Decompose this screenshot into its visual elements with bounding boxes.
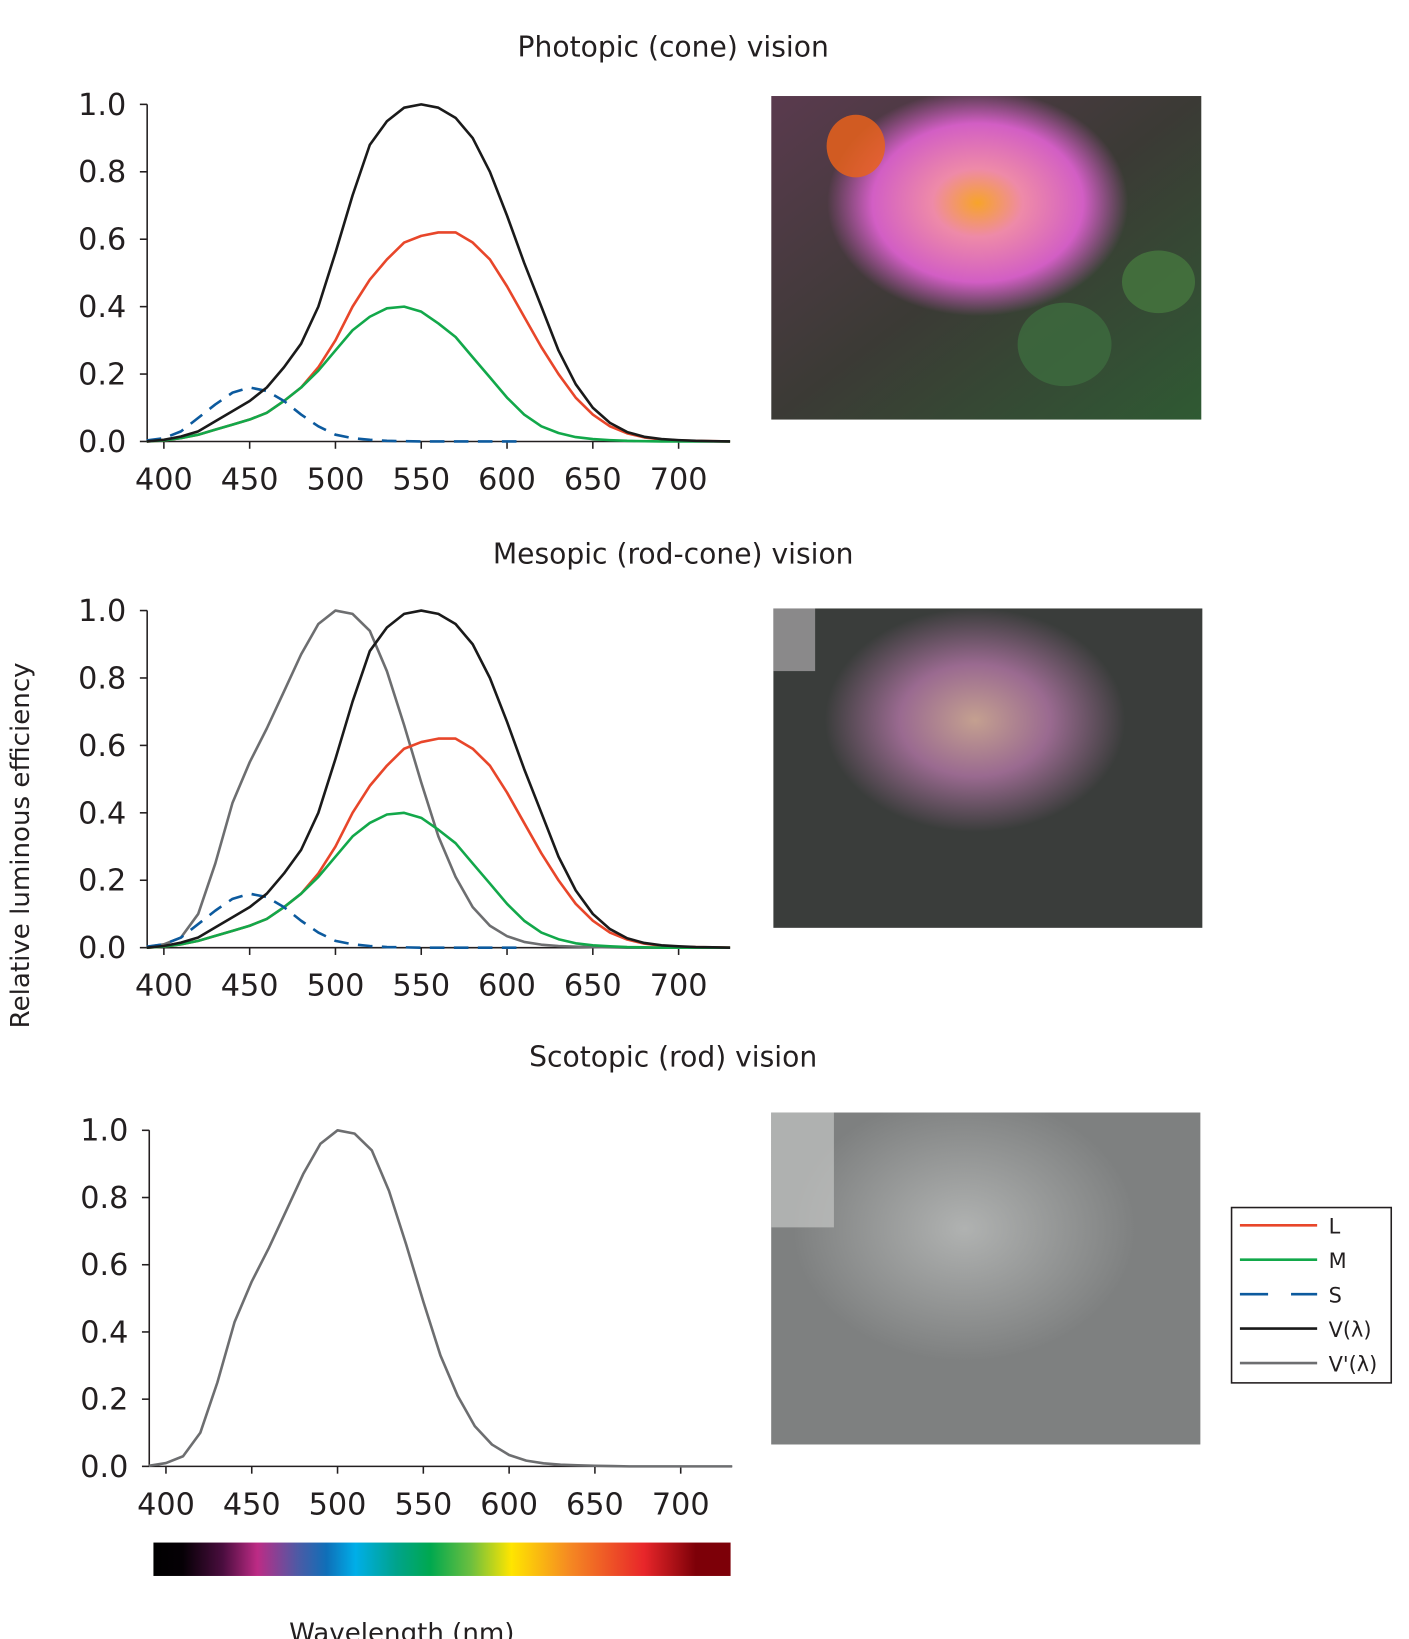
x-tick-label: 600 — [478, 969, 536, 1004]
x-tick-label: 700 — [650, 969, 708, 1004]
x-tick-label: 450 — [221, 462, 279, 497]
legend-label-V: V(λ) — [1329, 1318, 1372, 1342]
chart-panel-2: Mesopic (rod-cone) vision 0.0 0.2 0.4 0.6 0.8… — [78, 538, 853, 1004]
y-tick-label: 0.2 — [78, 864, 126, 899]
scotopic-rose-image — [771, 1112, 1201, 1445]
y-tick-label: 1.0 — [80, 1114, 128, 1149]
legend-label-M: M — [1329, 1249, 1347, 1273]
y-tick-label: 0.2 — [78, 357, 126, 392]
legend-label-Vprime: V'(λ) — [1329, 1352, 1378, 1376]
x-tick-label: 550 — [392, 969, 450, 1004]
y-tick-label: 0.6 — [80, 1248, 128, 1283]
photopic-rose-image — [771, 96, 1202, 420]
series-V-line — [146, 103, 731, 443]
legend-label-L: L — [1329, 1215, 1341, 1239]
x-tick-label: 450 — [223, 1487, 281, 1522]
x-axis-label: Wavelength (nm) — [289, 1619, 514, 1639]
x-tick-label: 550 — [392, 462, 450, 497]
y-tick-label: 0.4 — [80, 1315, 128, 1350]
y-tick-label: 0.0 — [80, 1450, 128, 1485]
y-tick-label: 0.8 — [78, 155, 126, 190]
x-tick-label: 600 — [478, 462, 536, 497]
x-tick-label: 400 — [135, 462, 193, 497]
x-tick-label: 400 — [135, 969, 193, 1004]
y-tick-label: 0.8 — [78, 661, 126, 696]
series-S-line — [146, 892, 525, 949]
series-V-line — [146, 609, 731, 949]
y-tick-label: 0.8 — [80, 1181, 128, 1216]
x-tick-label: 700 — [652, 1487, 710, 1522]
series-Vprime-line — [148, 1129, 733, 1468]
spectrum-colorbar — [153, 1542, 731, 1576]
y-tick-label: 0.6 — [78, 223, 126, 258]
x-tick-label: 500 — [307, 969, 365, 1004]
y-tick-label: 0.6 — [78, 729, 126, 764]
x-tick-label: 650 — [564, 462, 622, 497]
chart-panel-1: Photopic (cone) vision 0.0 0.2 0.4 0.6 0.8 1.0… — [78, 30, 829, 497]
x-tick-label: 700 — [650, 462, 708, 497]
x-tick-label: 450 — [221, 969, 279, 1004]
y-tick-label: 1.0 — [78, 594, 126, 629]
mesopic-rose-image — [773, 608, 1203, 928]
x-tick-label: 650 — [566, 1487, 624, 1522]
series-M-line — [146, 811, 731, 949]
x-tick-label: 600 — [480, 1487, 538, 1522]
legend-label-S: S — [1329, 1284, 1342, 1308]
chart-panel-3: Scotopic (rod) vision 0.0 0.2 0.4 0.6 0.8 1.0 4… — [80, 1041, 817, 1523]
chart-title: Photopic (cone) vision — [518, 30, 829, 63]
y-tick-label: 0.2 — [80, 1383, 128, 1418]
legend: LMS V(λ) V'(λ) — [1230, 1206, 1393, 1384]
series-M-line — [146, 305, 731, 443]
x-tick-label: 550 — [394, 1487, 452, 1522]
series-S-line — [146, 386, 525, 443]
x-tick-label: 500 — [307, 462, 365, 497]
x-tick-label: 500 — [309, 1487, 367, 1522]
chart-title: Mesopic (rod-cone) vision — [493, 538, 854, 571]
y-tick-label: 1.0 — [78, 88, 126, 123]
y-axis-label: Relative luminous efficiency — [6, 662, 36, 1028]
y-tick-label: 0.4 — [78, 290, 126, 325]
y-tick-label: 0.4 — [78, 796, 126, 831]
chart-title: Scotopic (rod) vision — [529, 1041, 817, 1074]
y-tick-label: 0.0 — [78, 425, 126, 460]
x-tick-label: 400 — [137, 1487, 195, 1522]
y-tick-label: 0.0 — [78, 931, 126, 966]
x-tick-label: 650 — [564, 969, 622, 1004]
